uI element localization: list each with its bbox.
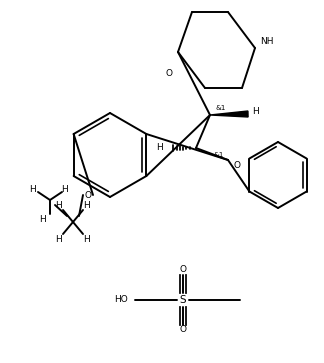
Polygon shape xyxy=(210,111,248,117)
Text: S: S xyxy=(180,295,186,305)
Text: O: O xyxy=(234,160,241,170)
Text: H: H xyxy=(29,185,36,195)
Text: O: O xyxy=(165,69,172,78)
Text: HO: HO xyxy=(114,295,128,305)
Text: &1: &1 xyxy=(213,152,223,158)
Text: O: O xyxy=(179,326,187,334)
Text: O: O xyxy=(179,265,187,274)
Text: H: H xyxy=(156,143,163,152)
Text: H: H xyxy=(61,185,67,195)
Text: H: H xyxy=(56,234,63,244)
Text: H: H xyxy=(252,107,259,117)
Text: H: H xyxy=(84,234,90,244)
Text: &1: &1 xyxy=(216,105,226,111)
Text: H: H xyxy=(84,200,90,209)
Text: NH: NH xyxy=(260,37,273,46)
Text: H: H xyxy=(39,215,46,224)
Text: O: O xyxy=(85,191,91,200)
Text: H: H xyxy=(56,200,63,209)
